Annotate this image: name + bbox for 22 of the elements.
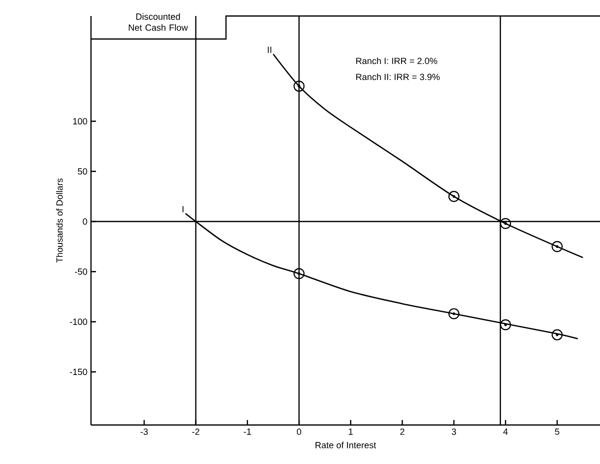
x-axis-title: Rate of Interest: [316, 442, 376, 448]
x-tick-label: -1: [244, 428, 251, 435]
x-tick-label: -3: [140, 428, 148, 435]
y-axis-title: Thousands of Dollars: [56, 178, 63, 263]
y-tick-label: 0: [82, 218, 88, 225]
annotation: Ranch I: IRR = 2.0%: [356, 58, 438, 64]
series-label: I: [182, 206, 184, 212]
x-tick-label: 4: [503, 428, 508, 435]
series-label: II: [268, 46, 272, 53]
y-tick-label: -150: [70, 368, 88, 376]
y-tick-label: 100: [73, 118, 88, 124]
y-tick-label: -50: [74, 268, 88, 275]
x-tick-label: 1: [348, 428, 353, 435]
x-tick-label: 0: [296, 428, 302, 435]
x-tick-label: -2: [192, 428, 200, 435]
chart-title: Discounted Net Cash Flow: [128, 13, 188, 31]
y-tick-label: -100: [70, 318, 88, 325]
x-tick-label: 3: [452, 428, 456, 435]
annotation: Ranch II: IRR = 3.9%: [356, 74, 440, 80]
y-tick-label: 50: [78, 168, 88, 175]
x-tick-label: 2: [400, 428, 404, 435]
x-tick-label: 5: [555, 428, 560, 435]
